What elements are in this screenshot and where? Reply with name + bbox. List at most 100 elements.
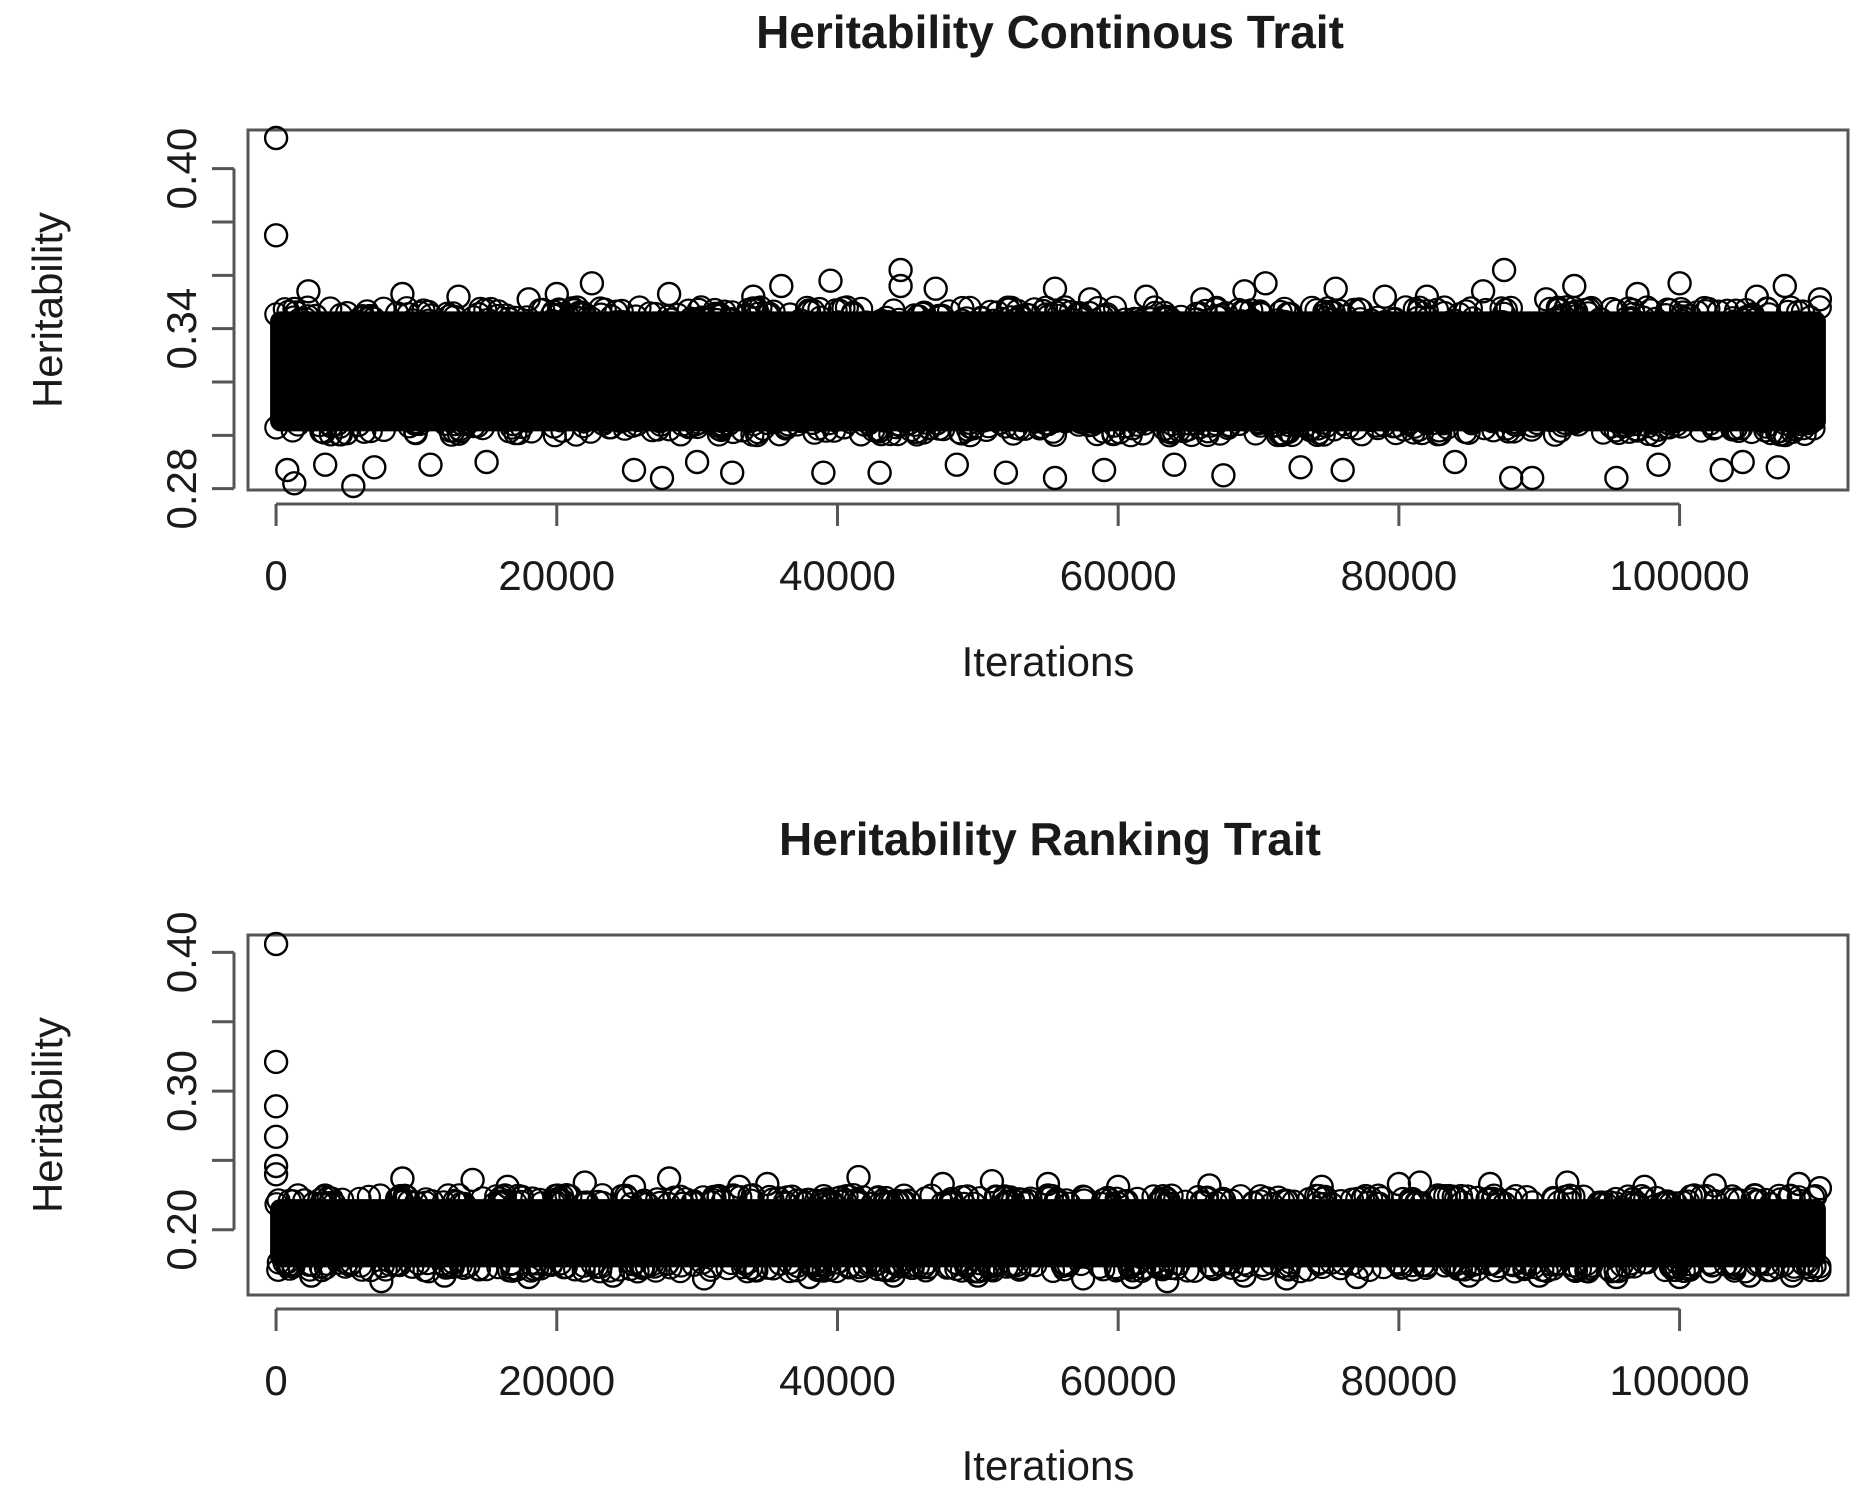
data-point: [755, 1171, 780, 1197]
points-band-ranking: [264, 1182, 1832, 1284]
data-point: [500, 1258, 525, 1283]
data-point: [1432, 1253, 1457, 1278]
data-point: [1777, 1184, 1802, 1209]
data-point: [813, 1253, 838, 1278]
data-point: [579, 271, 605, 296]
chart-title-ranking: Heritability Ranking Trait: [779, 813, 1321, 865]
data-point: [814, 418, 839, 443]
data-point: [508, 1189, 533, 1214]
data-point: [1786, 1185, 1811, 1210]
data-point: [1489, 296, 1514, 321]
data-point: [1120, 1258, 1145, 1283]
data-point: [394, 296, 419, 321]
data-point: [1306, 1251, 1331, 1276]
data-point: [1171, 419, 1196, 444]
data-point: [1274, 1266, 1299, 1291]
data-point: [818, 268, 843, 293]
data-point: [1807, 1175, 1833, 1201]
data-point: [282, 471, 307, 496]
data-point: [898, 417, 924, 442]
data-point: [496, 306, 521, 331]
data-point: [852, 1253, 877, 1279]
data-point: [525, 1255, 550, 1280]
data-point: [1460, 306, 1486, 331]
data-point: [800, 410, 825, 435]
data-point: [971, 1258, 996, 1283]
data-point: [801, 298, 826, 324]
data-point: [1448, 1256, 1474, 1281]
data-point: [1557, 1183, 1582, 1208]
data-point: [438, 418, 463, 443]
data-point: [647, 1190, 673, 1216]
data-point: [816, 1250, 841, 1275]
data-point: [280, 418, 305, 443]
data-point: [1604, 1264, 1629, 1290]
data-point: [1407, 1170, 1433, 1195]
data-point: [1561, 1253, 1586, 1278]
data-point: [1198, 413, 1223, 438]
data-point: [888, 257, 913, 283]
data-point: [1625, 281, 1650, 307]
data-point: [371, 296, 396, 321]
x-axis-label-continuous: Iterations: [962, 638, 1135, 685]
data-point: [431, 1190, 456, 1215]
data-point: [1259, 1250, 1285, 1276]
data-point: [494, 408, 519, 433]
data-point: [1730, 449, 1755, 475]
data-point: [1072, 1185, 1097, 1210]
data-point: [1632, 1174, 1657, 1200]
data-point: [1211, 463, 1236, 488]
data-point: [643, 301, 668, 327]
data-point: [1442, 449, 1468, 475]
y-tick-label: 0.34: [158, 288, 205, 370]
data-point: [1051, 1251, 1076, 1276]
data-point: [309, 419, 334, 444]
data-point: [1269, 1254, 1295, 1279]
data-point: [658, 1255, 683, 1280]
data-point: [403, 410, 428, 435]
data-point: [1737, 1263, 1763, 1288]
data-point: [802, 1250, 828, 1276]
data-point: [846, 1164, 871, 1190]
data-point: [1431, 411, 1456, 436]
data-point: [350, 305, 375, 330]
data-point: [572, 1190, 597, 1215]
data-point: [564, 422, 589, 447]
data-point: [954, 1184, 980, 1209]
data-point: [656, 281, 682, 307]
data-point: [1313, 414, 1339, 439]
data-point: [538, 1252, 564, 1278]
data-point: [1318, 299, 1343, 325]
data-point: [1461, 408, 1486, 433]
data-point: [600, 1263, 626, 1288]
data-point: [1355, 1190, 1380, 1216]
data-point: [397, 1189, 422, 1214]
data-point: [1473, 297, 1499, 323]
data-point: [1646, 452, 1671, 477]
data-point: [685, 414, 710, 440]
data-point: [553, 1254, 578, 1280]
data-point: [1753, 1187, 1779, 1213]
data-point: [1323, 276, 1348, 301]
data-point: [1305, 422, 1330, 448]
data-point: [607, 1257, 632, 1282]
data-point: [1202, 407, 1227, 433]
data-point: [1077, 300, 1102, 326]
x-tick-label: 20000: [498, 552, 615, 599]
data-point: [1224, 310, 1249, 335]
data-point: [1447, 302, 1472, 327]
data-point: [720, 460, 745, 485]
data-point: [774, 1185, 800, 1210]
data-point: [1276, 1253, 1302, 1278]
data-point: [1765, 455, 1791, 480]
data-point: [1744, 284, 1770, 309]
plot-frame-ranking: [246, 933, 1850, 1297]
data-point: [702, 1185, 727, 1210]
data-point: [1520, 413, 1545, 438]
data-point: [715, 1255, 740, 1281]
data-point: [1491, 257, 1517, 283]
data-point: [571, 1253, 597, 1278]
data-point: [837, 409, 863, 435]
data-point: [686, 297, 711, 322]
data-point: [319, 1186, 344, 1211]
